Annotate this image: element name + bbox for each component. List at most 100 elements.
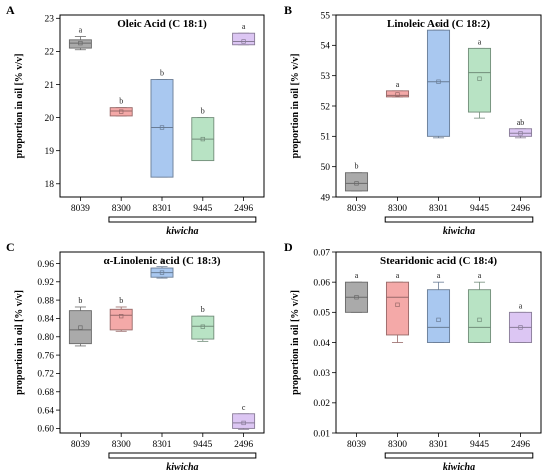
box-body [467, 289, 492, 343]
y-axis-label: proportion in oil [% v/v] [290, 290, 301, 395]
panel-title: α-Linolenic acid (C 18:3) [103, 255, 220, 267]
x-tick-label: 2496 [234, 440, 253, 450]
box-9445: b [191, 305, 215, 342]
panel-letter: B [284, 3, 292, 17]
y-tick-label: 0.05 [313, 309, 330, 319]
mean-marker [395, 92, 400, 97]
group-bracket [108, 452, 257, 459]
y-tick-label: 55 [321, 11, 331, 21]
box-8300: b [109, 97, 133, 117]
mean-marker [477, 76, 482, 81]
box-body [68, 39, 92, 49]
x-tick-label: 8300 [112, 440, 131, 450]
significance-letter: a [478, 271, 482, 280]
plot-frame [335, 14, 542, 198]
group-label: kiwicha [443, 462, 475, 472]
mean-marker [354, 181, 359, 186]
y-tick-label: 0.60 [37, 425, 54, 435]
group-bracket [384, 216, 534, 223]
significance-letter: b [119, 97, 123, 106]
box-8300: b [109, 296, 133, 332]
box-8300: a [385, 271, 410, 343]
box-8301: a [426, 271, 451, 343]
significance-letter: b [160, 69, 164, 78]
y-axis-label: proportion in oil [% v/v] [290, 54, 301, 159]
significance-letter: a [437, 271, 441, 280]
box-body [426, 289, 451, 343]
x-tick-label: 8039 [71, 204, 90, 214]
y-tick-label: 23 [45, 15, 55, 25]
y-tick-label: 0.80 [37, 333, 54, 343]
x-tick-label: 2496 [511, 204, 530, 214]
mean-marker [518, 131, 523, 136]
box-8039: a [344, 271, 369, 313]
mean-marker [354, 295, 359, 300]
box-body [191, 315, 215, 340]
x-tick-label: 8300 [112, 204, 131, 214]
box-8039: a [68, 26, 92, 51]
box-8300: a [385, 80, 410, 98]
box-9445: b [191, 107, 215, 162]
panel-a: A Oleic Acid (C 18:1) proportion in oil [%… [6, 3, 265, 237]
mean-marker [200, 324, 205, 329]
y-tick-label: 18 [45, 180, 55, 190]
y-tick-label: 0.01 [313, 429, 330, 439]
y-axis-label: proportion in oil [% v/v] [14, 290, 25, 395]
panel-letter: A [6, 3, 15, 17]
y-tick-label: 0.64 [37, 406, 54, 416]
group-bracket [384, 452, 534, 459]
mean-marker [78, 40, 83, 46]
x-tick-label: 9445 [470, 204, 489, 214]
significance-letter: ab [517, 118, 525, 127]
box-body [109, 107, 133, 117]
group-label: kiwicha [443, 226, 475, 237]
panel-letter: D [284, 240, 293, 254]
plot-frame [59, 251, 265, 434]
box-body [508, 128, 533, 137]
y-tick-label: 0.72 [37, 370, 54, 380]
y-tick-label: 51 [321, 133, 331, 143]
significance-letter: a [519, 301, 523, 310]
box-8301: b [150, 69, 174, 178]
y-tick-label: 19 [45, 147, 55, 157]
mean-marker [477, 317, 482, 323]
x-tick-label: 2496 [511, 440, 530, 450]
x-tick-label: 9445 [470, 440, 489, 450]
significance-letter: b [201, 107, 205, 116]
box-body [385, 281, 410, 336]
y-tick-label: 0.92 [37, 278, 54, 288]
box-8301: a [150, 256, 174, 279]
x-tick-label: 8301 [429, 440, 448, 450]
plot-frame [59, 14, 265, 198]
box-body [150, 79, 174, 178]
group-bracket [108, 216, 257, 223]
y-tick-label: 0.07 [313, 248, 330, 258]
significance-letter: a [478, 37, 482, 46]
significance-letter: b [119, 296, 123, 305]
significance-letter: a [437, 19, 441, 28]
significance-letter: c [242, 403, 246, 412]
x-tick-label: 9445 [193, 204, 212, 214]
mean-marker [395, 302, 400, 307]
y-tick-label: 0.03 [313, 369, 330, 379]
panel-letter: C [6, 240, 15, 254]
x-tick-label: 8301 [153, 204, 172, 214]
y-tick-label: 54 [321, 42, 331, 52]
box-body [232, 32, 256, 46]
box-9445: a [467, 37, 492, 119]
mean-marker [159, 270, 165, 275]
mean-marker [200, 136, 205, 142]
y-tick-label: 0.88 [37, 296, 54, 306]
box-8301: a [426, 19, 451, 139]
significance-letter: b [78, 296, 82, 305]
mean-marker [78, 325, 83, 330]
y-tick-label: 0.76 [37, 351, 54, 361]
mean-marker [436, 317, 441, 323]
y-tick-label: 50 [321, 163, 331, 173]
panel-d: D Stearidonic acid (C 18:4) proportion in … [284, 240, 542, 472]
y-tick-label: 0.06 [313, 278, 330, 288]
panel-b: B Linoleic Acid (C 18:2) proportion in oil… [284, 3, 542, 237]
box-body [68, 310, 92, 345]
box-8039: b [68, 296, 92, 347]
y-tick-label: 0.02 [313, 399, 330, 409]
